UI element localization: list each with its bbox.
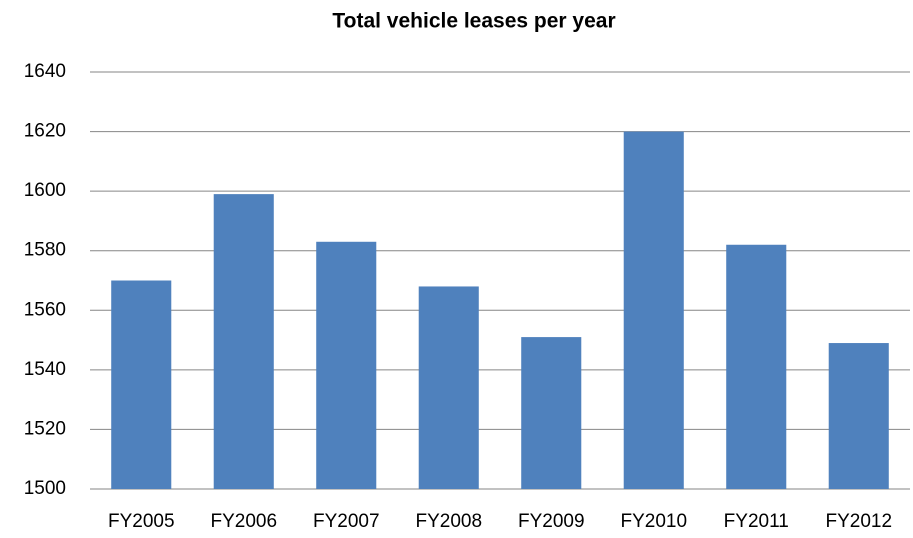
y-tick-label: 1620 [24,121,66,142]
y-tick-label: 1600 [24,180,66,201]
bar [521,337,582,489]
x-tick-label: FY2011 [724,511,789,532]
x-tick-label: FY2007 [313,511,380,532]
bar [828,343,889,489]
bar [418,286,479,489]
y-tick-label: 1520 [24,418,66,439]
x-tick-label: FY2008 [415,511,482,532]
bar [726,244,787,489]
x-tick-label: FY2010 [620,511,687,532]
bar [213,194,274,489]
bar [316,241,377,489]
y-tick-label: 1580 [24,240,66,261]
x-tick-label: FY2005 [108,511,175,532]
x-tick-label: FY2012 [825,511,892,532]
x-tick-label: FY2009 [518,511,585,532]
y-tick-label: 1540 [24,359,66,380]
y-tick-label: 1640 [24,61,66,82]
y-tick-label: 1560 [24,299,66,320]
y-tick-label: 1500 [24,478,66,499]
x-tick-label: FY2006 [210,511,277,532]
chart-title: Total vehicle leases per year [332,10,615,33]
bar [111,280,172,489]
bar [623,131,684,490]
